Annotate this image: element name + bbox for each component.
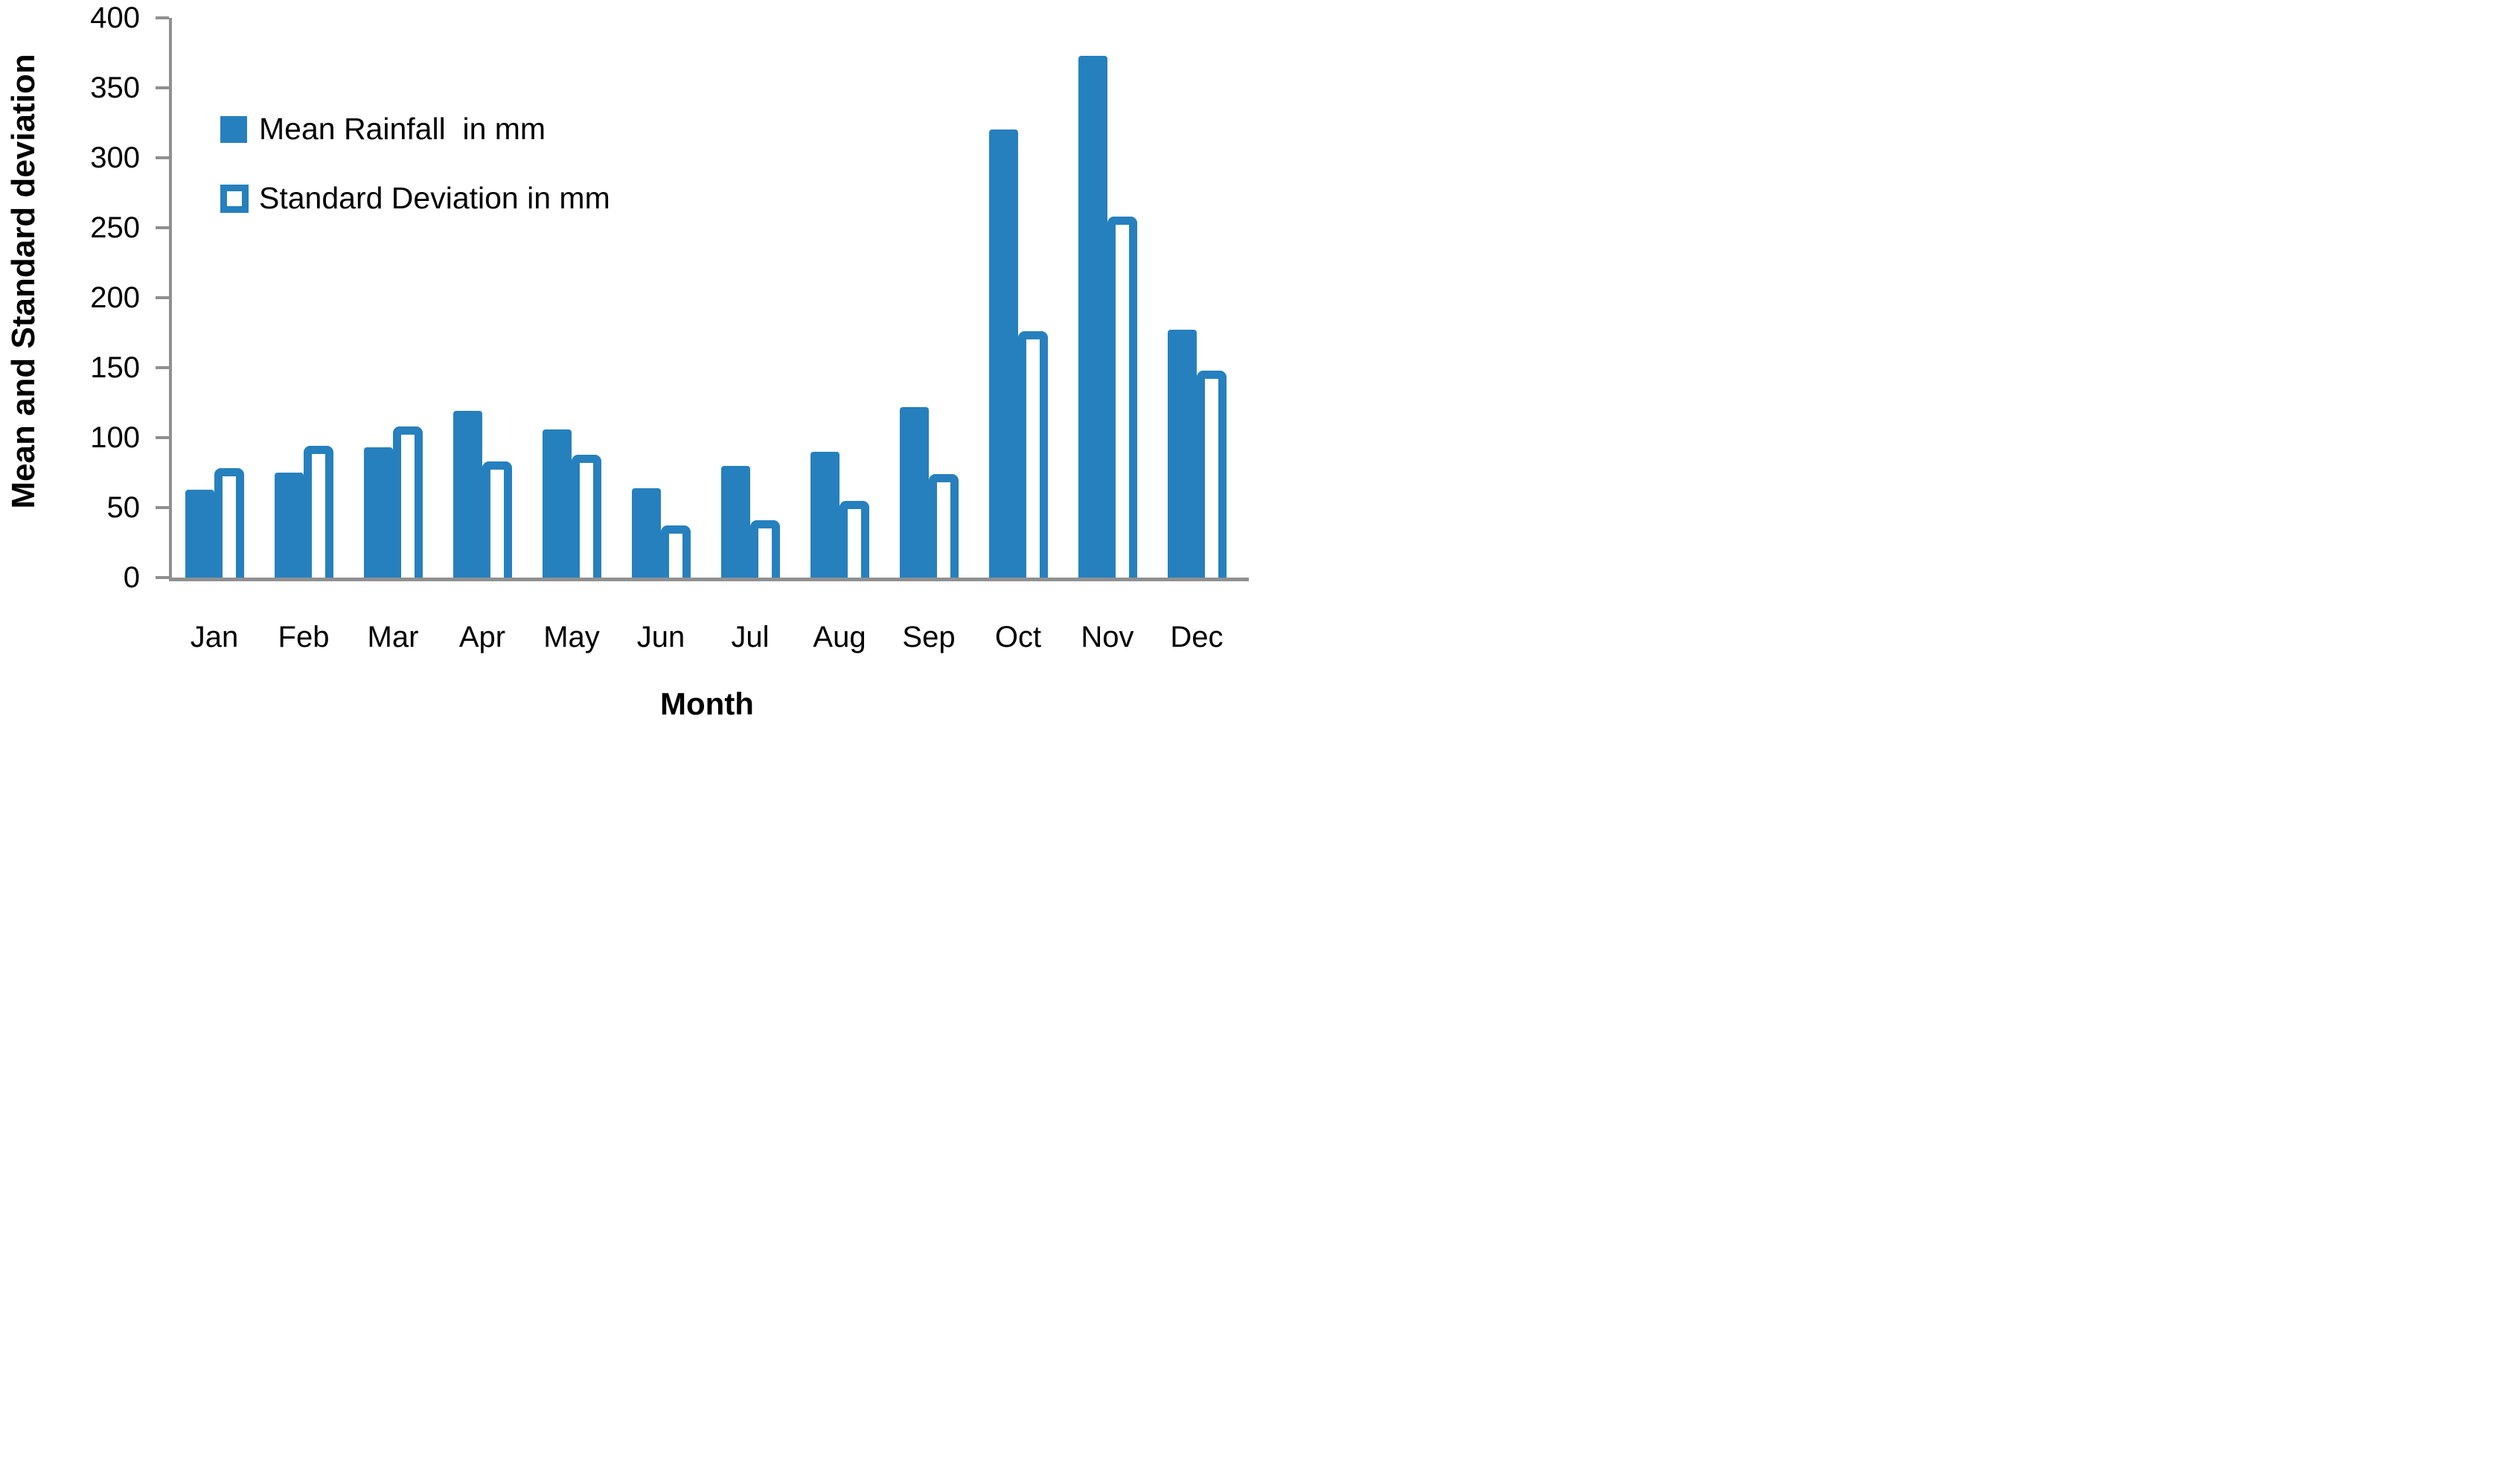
y-axis-title: Mean and Standard deviation <box>5 54 42 509</box>
bar-mean-Feb <box>275 473 304 578</box>
x-tick-label-Feb: Feb <box>278 621 330 653</box>
y-tick-label-150: 150 <box>90 351 140 384</box>
y-tick-350 <box>156 86 169 89</box>
y-tick-400 <box>156 16 169 19</box>
bar-mean-Nov <box>1078 55 1107 578</box>
bar-mean-Jul <box>721 465 750 578</box>
legend: Mean Rainfall in mm Standard Deviation i… <box>220 112 610 250</box>
x-tick-label-Oct: Oct <box>994 621 1042 653</box>
x-tick-label-Aug: Aug <box>813 621 866 653</box>
bar-sd-Dec <box>1197 370 1227 578</box>
x-tick-label-Apr: Apr <box>458 621 506 653</box>
standard-deviation-swatch-icon <box>220 184 249 213</box>
bar-sd-Mar <box>393 426 423 578</box>
x-tick-label-Sep: Sep <box>902 621 956 653</box>
x-tick-label-Jan: Jan <box>190 621 239 653</box>
x-axis-line <box>169 578 1249 581</box>
y-tick-250 <box>156 226 169 229</box>
x-axis-title: Month <box>660 686 754 721</box>
bar-mean-Oct <box>989 130 1018 578</box>
bar-sd-Jun <box>661 525 691 578</box>
y-tick-100 <box>156 436 169 439</box>
y-tick-label-400: 400 <box>90 1 140 34</box>
y-tick-0 <box>156 576 169 579</box>
bar-sd-Sep <box>929 473 959 578</box>
x-tick-label-Dec: Dec <box>1170 621 1224 653</box>
x-tick-label-Jul: Jul <box>731 621 770 653</box>
y-tick-label-250: 250 <box>90 211 140 244</box>
bar-mean-Apr <box>453 411 482 578</box>
legend-item-label: Mean Rainfall in mm <box>259 112 546 146</box>
x-tick-label-Mar: Mar <box>367 621 419 653</box>
bar-sd-Jul <box>750 520 780 578</box>
bar-mean-Mar <box>364 447 393 578</box>
bar-sd-Feb <box>304 446 333 578</box>
y-tick-label-100: 100 <box>90 421 140 454</box>
legend-item-label: Standard Deviation in mm <box>259 181 610 215</box>
bar-sd-Aug <box>840 500 869 578</box>
chart-canvas: Mean and Standard deviation 0 50 100 150 200… <box>0 0 1260 732</box>
bar-sd-Oct <box>1018 331 1048 578</box>
mean-rainfall-swatch-icon <box>220 115 247 143</box>
y-tick-label-0: 0 <box>123 561 140 594</box>
y-tick-label-350: 350 <box>90 71 140 104</box>
y-tick-200 <box>156 296 169 299</box>
y-tick-150 <box>156 366 169 369</box>
bar-sd-Apr <box>482 461 512 578</box>
bar-mean-May <box>543 429 572 578</box>
y-tick-300 <box>156 156 169 159</box>
bar-mean-Jan <box>185 489 214 578</box>
x-tick-label-May: May <box>543 621 600 653</box>
bar-mean-Sep <box>900 406 929 578</box>
y-axis-line <box>169 18 172 581</box>
x-tick-label-Jun: Jun <box>636 621 685 653</box>
bar-mean-Dec <box>1168 330 1197 578</box>
bar-mean-Jun <box>632 488 661 578</box>
bar-sd-Jan <box>214 468 244 578</box>
y-tick-label-200: 200 <box>90 281 140 314</box>
y-tick-label-50: 50 <box>106 491 141 524</box>
bar-sd-Nov <box>1107 216 1137 578</box>
y-tick-label-300: 300 <box>90 141 140 174</box>
x-tick-label-Nov: Nov <box>1081 621 1134 653</box>
bar-sd-May <box>572 454 601 578</box>
bar-mean-Aug <box>810 451 840 578</box>
legend-item-standard-deviation: Standard Deviation in mm <box>220 181 610 216</box>
y-tick-50 <box>156 506 169 509</box>
legend-item-mean-rainfall: Mean Rainfall in mm <box>220 112 610 147</box>
